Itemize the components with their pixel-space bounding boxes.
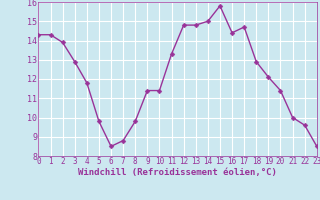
X-axis label: Windchill (Refroidissement éolien,°C): Windchill (Refroidissement éolien,°C) — [78, 168, 277, 177]
